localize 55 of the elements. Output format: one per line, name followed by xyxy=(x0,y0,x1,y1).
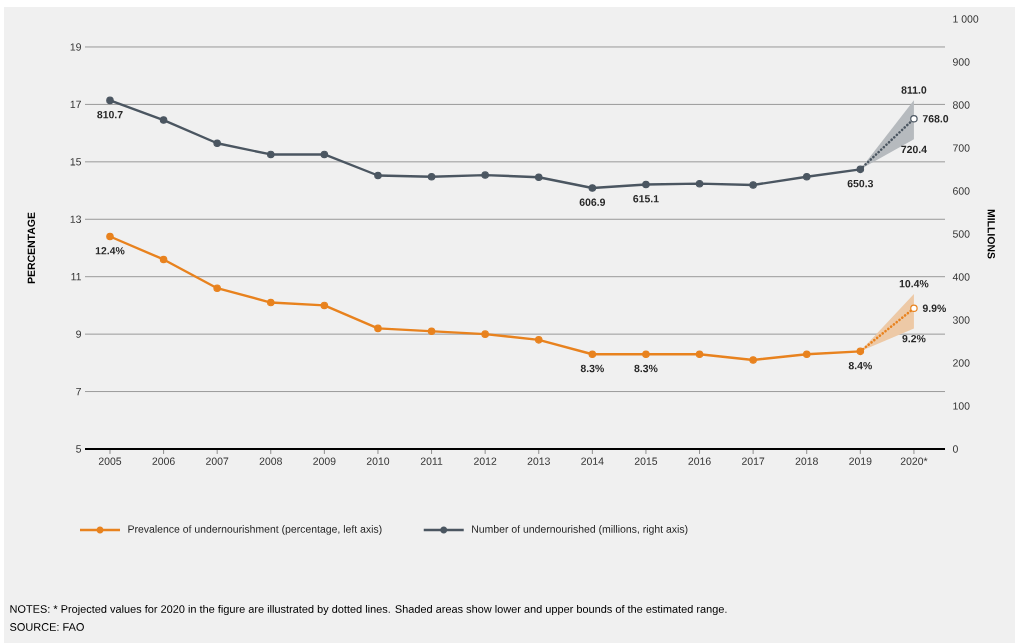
x-tick-label: 2013 xyxy=(527,457,550,465)
annotation: 720.4 xyxy=(901,145,927,154)
y2-tick-label: 600 xyxy=(953,187,970,195)
x-tick-label: 2014 xyxy=(581,457,604,465)
y2-tick-label: 200 xyxy=(953,359,970,367)
data-label: 9.9% xyxy=(922,304,946,312)
text: NOTES: * Projected values for 2020 in the figure are illustrated by dotted lines. Shaded areas show lower and upper bounds of the estimated range. xyxy=(10,604,727,616)
annotation: 10.4% xyxy=(899,280,929,288)
data-label: 810.7 xyxy=(97,110,123,119)
x-tick-label: 2016 xyxy=(688,457,711,465)
annotation: 811.0 xyxy=(901,86,927,94)
source-note: SOURCE: FAO xyxy=(10,623,84,631)
x-tick-label: 2020* xyxy=(900,457,928,465)
legend-label: Prevalence of undernourishment (percentage, left axis) xyxy=(128,525,382,535)
data-label: 606.9 xyxy=(579,198,606,206)
annotation: 9.2% xyxy=(902,334,926,343)
y2-tick-label: 400 xyxy=(952,273,970,281)
x-tick-label: 2017 xyxy=(742,457,765,465)
x-tick-label: 2007 xyxy=(206,457,229,465)
x-tick-label: 2015 xyxy=(634,457,658,465)
x-tick-label: 2006 xyxy=(152,457,175,465)
legend-label: Number of undernourished (millions, right axis) xyxy=(472,525,688,535)
y2-tick-label: 800 xyxy=(952,101,970,109)
x-tick-label: 2012 xyxy=(474,457,497,465)
x-tick-label: 2008 xyxy=(259,457,282,465)
y-tick-label: 13 xyxy=(70,215,82,223)
x-tick-label: 2018 xyxy=(795,457,818,465)
y2-tick-label: 0 xyxy=(952,445,958,453)
y2-tick-label: 900 xyxy=(953,58,970,66)
x-tick-label: 2019 xyxy=(849,457,872,465)
y2-tick-label: 300 xyxy=(952,316,970,324)
data-label: 768.0 xyxy=(922,115,949,123)
x-tick-label: 2010 xyxy=(366,457,390,465)
y-tick-label: 5 xyxy=(76,445,82,453)
x-tick-label: 2005 xyxy=(98,457,122,465)
y2-axis-title: MILLIONS xyxy=(987,209,995,259)
x-tick-label: 2009 xyxy=(313,457,336,465)
data-label: 8.3% xyxy=(580,364,604,373)
data-label: 650.3 xyxy=(847,179,874,188)
y-tick-label: 9 xyxy=(76,330,81,338)
data-label: 615.1 xyxy=(633,195,659,203)
data-label: 8.4% xyxy=(848,361,872,370)
y-tick-label: 15 xyxy=(70,158,82,166)
y2-tick-label: 500 xyxy=(952,230,970,238)
data-label: 12.4% xyxy=(95,247,125,255)
x-tick-label: 2011 xyxy=(420,457,443,465)
y-tick-label: 19 xyxy=(70,43,81,51)
y-tick-label: 7 xyxy=(76,387,81,396)
data-label: 8.3% xyxy=(634,364,658,373)
y-axis-title: PERCENTAGE xyxy=(27,212,36,284)
y2-tick-label: 100 xyxy=(953,402,970,410)
y-tick-label: 11 xyxy=(71,273,81,281)
y-tick-label: 17 xyxy=(70,100,81,109)
y2-tick-label: 1 000 xyxy=(953,15,979,23)
y2-tick-label: 700 xyxy=(953,144,970,152)
